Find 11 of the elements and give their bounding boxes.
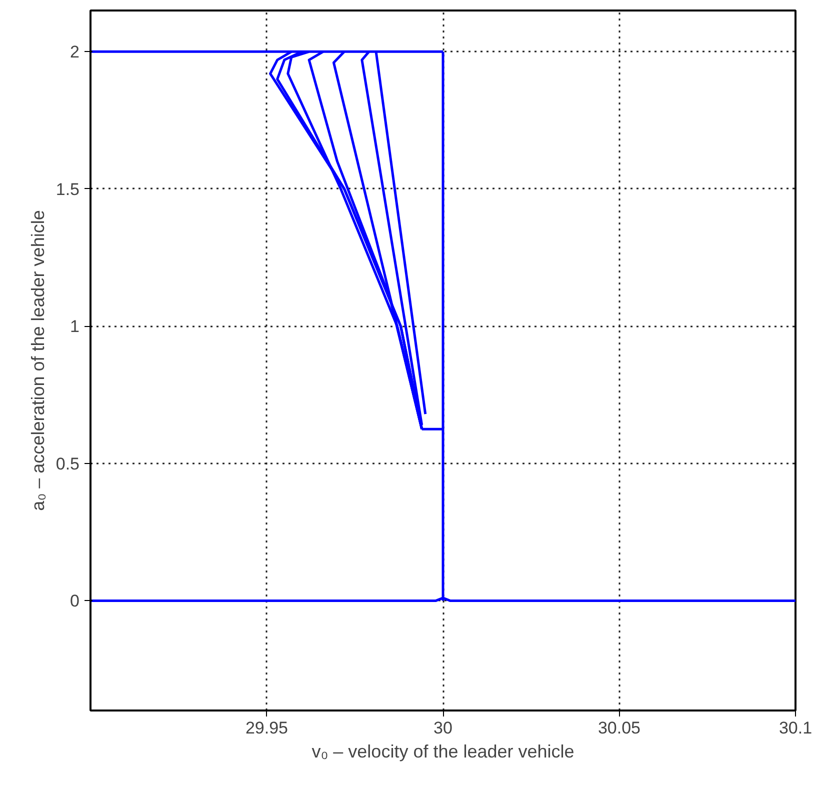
- y-tick-label: 2: [70, 42, 80, 62]
- y-tick-label: 1.5: [56, 180, 80, 199]
- y-tick-label: 0: [70, 592, 80, 611]
- x-tick-label: 30.05: [598, 718, 641, 738]
- x-tick-label: 30: [434, 718, 452, 738]
- x-axis-title: v₀ – velocity of the leader vehicle: [312, 742, 574, 762]
- y-axis-title: a₀ – acceleration of the leader vehicle: [28, 210, 48, 511]
- x-tick-label: 29.95: [245, 718, 288, 738]
- x-tick-label: 30.1: [778, 718, 812, 738]
- y-tick-label: 1: [70, 317, 80, 336]
- y-tick-label: 0.5: [56, 454, 80, 474]
